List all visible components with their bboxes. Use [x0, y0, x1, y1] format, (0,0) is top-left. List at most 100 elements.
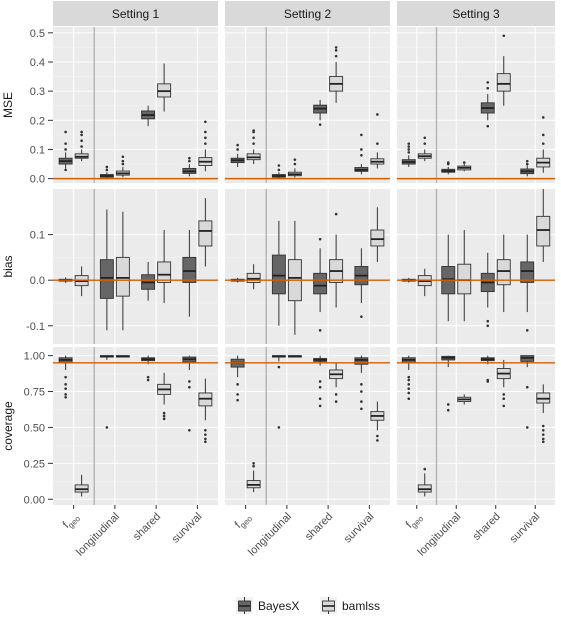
outlier-point [236, 148, 239, 151]
box-bamlss [417, 136, 432, 162]
outlier-point [277, 168, 281, 172]
outlier-point [525, 426, 529, 429]
box-bayesx [182, 156, 197, 177]
legend-label: bamlss [342, 599, 380, 613]
outlier-point [64, 375, 67, 379]
outlier-point [204, 120, 207, 124]
y-tick-label: 0.25 [24, 458, 45, 470]
x-tick-label: longitudinal [74, 511, 122, 559]
box-bamlss [370, 401, 385, 442]
outlier-point [541, 440, 545, 444]
box-bamlss [287, 158, 302, 178]
box-bayesx [480, 355, 495, 383]
outlier-point [360, 390, 363, 393]
box-bayesx [141, 261, 156, 301]
box [496, 73, 511, 92]
box [198, 220, 213, 247]
box-bamlss [198, 198, 213, 267]
outlier-point [446, 403, 450, 406]
outlier-point [462, 161, 466, 164]
box-bamlss [457, 394, 472, 405]
outlier-point [407, 397, 411, 401]
outlier-point [423, 467, 427, 471]
box-bamlss [287, 355, 302, 358]
outlier-point [502, 397, 506, 401]
outlier-point [80, 133, 83, 137]
outlier-point [204, 142, 207, 145]
box-bamlss [536, 116, 551, 173]
outlier-point [407, 387, 411, 390]
outlier-point [541, 424, 545, 428]
outlier-point [318, 380, 322, 383]
y-tick-label: 1.00 [24, 351, 45, 363]
box-bamlss [198, 120, 213, 172]
box-bamlss [457, 161, 472, 172]
y-tick-label: 0.00 [24, 494, 45, 506]
outlier-point [80, 139, 83, 143]
box-bamlss [157, 63, 172, 112]
outlier-point [252, 464, 255, 468]
facet-strip [397, 1, 555, 26]
box-bayesx [99, 165, 114, 179]
box-bayesx [99, 209, 114, 331]
legend-item: BayesX [236, 597, 299, 614]
outlier-point [486, 81, 490, 84]
panel [53, 189, 218, 344]
outlier-point [277, 426, 281, 429]
y-tick-label: 0.50 [24, 422, 45, 434]
box-bayesx [271, 355, 286, 429]
y-tick-label: 0.1 [30, 144, 45, 156]
outlier-point [525, 329, 529, 332]
box-bayesx [313, 237, 328, 332]
outlier-point [502, 393, 506, 396]
outlier-point [360, 133, 363, 137]
box-bayesx [141, 105, 156, 127]
panel [397, 27, 555, 183]
outlier-point [334, 49, 338, 52]
box-bayesx [480, 252, 495, 328]
box-bamlss [157, 372, 172, 421]
outlier-point [277, 365, 281, 369]
box-bamlss [417, 467, 432, 497]
outlier-point [64, 130, 67, 134]
panel [225, 347, 390, 505]
box-bamlss [536, 189, 551, 262]
outlier-point [407, 142, 411, 145]
outlier-point [318, 237, 322, 241]
outlier-point [252, 136, 255, 140]
outlier-point [376, 142, 379, 145]
outlier-point [162, 411, 166, 415]
outlier-point [121, 159, 125, 163]
outlier-point [162, 417, 166, 421]
panel [397, 189, 555, 344]
box-bamlss [246, 129, 261, 165]
outlier-point [334, 212, 338, 216]
outlier-point [407, 151, 411, 154]
box-bayesx [354, 133, 369, 175]
row-axis-title: coverage [1, 401, 15, 451]
box-bamlss [370, 207, 385, 262]
box-bamlss [496, 34, 511, 106]
box [313, 272, 328, 295]
panel [397, 347, 555, 505]
box [370, 229, 385, 247]
box-bayesx [313, 99, 328, 126]
outlier-point [277, 164, 281, 167]
x-tick-label: fgeo [61, 510, 83, 532]
box [496, 259, 511, 286]
outlier-point [541, 433, 545, 436]
x-tick-label: survival [508, 511, 543, 546]
box-bamlss [198, 378, 213, 444]
outlier-point [541, 116, 545, 119]
outlier-point [376, 113, 379, 116]
x-tick-label: shared [303, 511, 335, 543]
x-tick-label: shared [131, 511, 163, 543]
box-bamlss [536, 384, 551, 444]
outlier-point [105, 426, 109, 429]
outlier-point [146, 375, 150, 379]
box-bayesx [441, 161, 456, 175]
box-bayesx [182, 355, 197, 432]
outlier-point [162, 414, 166, 418]
outlier-point [80, 130, 83, 134]
facet-strip [53, 1, 218, 26]
